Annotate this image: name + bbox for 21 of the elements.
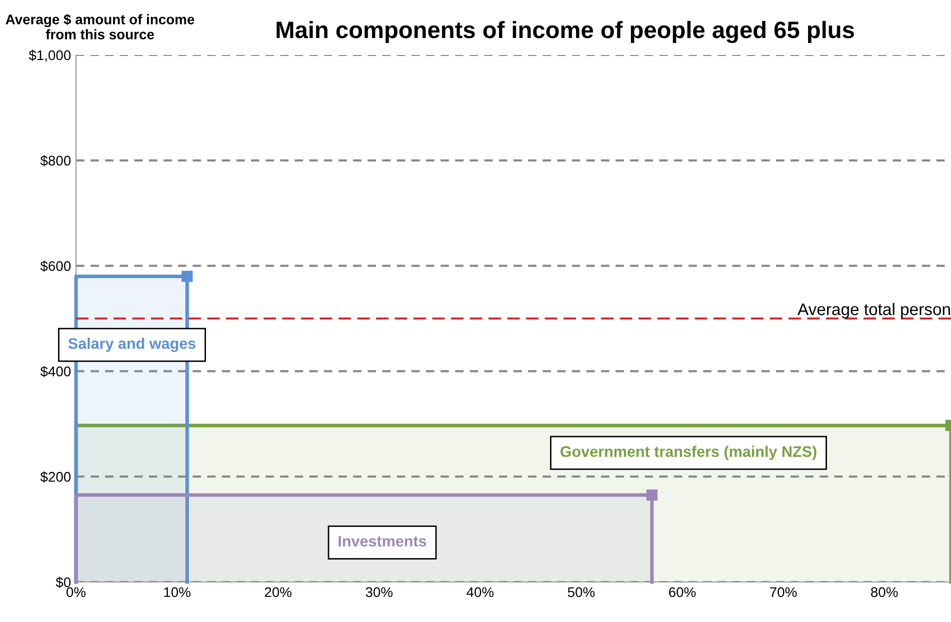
series-label: Government transfers (mainly NZS) — [560, 446, 816, 460]
x-tick-label: 70% — [770, 587, 797, 598]
ref-line-label: Average total person — [798, 302, 950, 318]
x-tick-label: 0% — [66, 587, 86, 598]
series-label: Salary and wages — [68, 338, 196, 352]
x-tick-label: 50% — [568, 587, 595, 598]
y-tick-label: $1,000 — [28, 50, 71, 62]
y-tick-label: $0 — [56, 576, 71, 588]
y-tick-label: $200 — [40, 471, 71, 483]
chart-title: Main components of income of people aged 65 plus — [276, 20, 854, 44]
x-tick-label: 40% — [466, 587, 494, 598]
x-tick-label: 30% — [366, 587, 393, 598]
x-tick-label: 80% — [871, 587, 898, 598]
x-tick-label: 20% — [264, 587, 292, 598]
y-axis-title: Average $ amount of income from this source — [6, 14, 194, 40]
y-tick-label: $600 — [40, 260, 71, 272]
x-tick-label: 60% — [669, 587, 696, 598]
series-label: Investments — [338, 536, 426, 547]
y-tick-label: $800 — [40, 155, 71, 166]
y-tick-label: $400 — [40, 366, 71, 378]
x-tick-label: 10% — [164, 587, 190, 598]
